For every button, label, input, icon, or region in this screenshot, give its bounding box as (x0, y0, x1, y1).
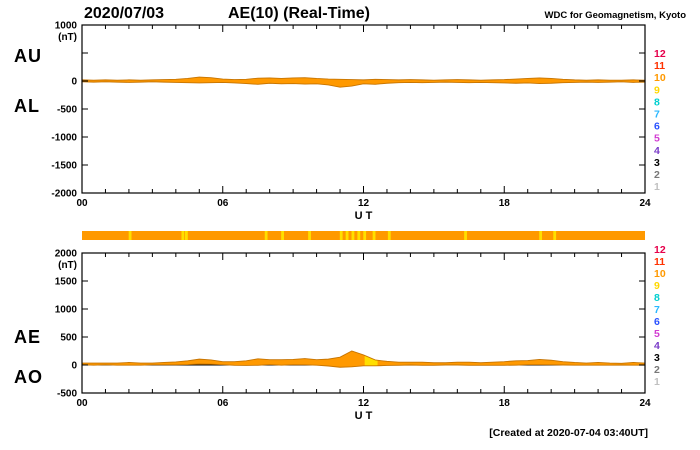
svg-text:-2000: -2000 (51, 189, 77, 200)
svg-text:2: 2 (654, 169, 660, 181)
svg-text:12: 12 (654, 244, 666, 256)
date-label: 2020/07/03 (84, 5, 165, 22)
svg-text:6: 6 (654, 121, 660, 133)
svg-text:06: 06 (217, 198, 229, 209)
svg-text:-500: -500 (57, 389, 77, 400)
plot-title: AE(10) (Real-Time) (228, 5, 370, 22)
svg-text:-1500: -1500 (51, 161, 77, 172)
created-at-label: [Created at 2020-07-04 03:40UT] (489, 427, 648, 439)
svg-text:1000: 1000 (55, 305, 78, 316)
svg-text:12: 12 (358, 398, 370, 409)
svg-text:00: 00 (76, 398, 88, 409)
svg-text:4: 4 (654, 340, 660, 352)
svg-text:24: 24 (639, 198, 651, 209)
svg-text:18: 18 (499, 198, 511, 209)
svg-text:1500: 1500 (55, 277, 78, 288)
svg-text:2: 2 (654, 364, 660, 376)
au-axis-label: AU (14, 46, 42, 66)
svg-text:9: 9 (654, 280, 660, 292)
ae-axis-label: AE (14, 327, 42, 347)
svg-text:11: 11 (654, 60, 665, 72)
ao-axis-label: AO (14, 367, 43, 387)
al-axis-label: AL (14, 96, 40, 116)
svg-text:0: 0 (71, 77, 77, 88)
svg-text:12: 12 (358, 198, 370, 209)
svg-text:06: 06 (217, 398, 229, 409)
svg-text:00: 00 (76, 198, 88, 209)
svg-text:24: 24 (639, 398, 651, 409)
svg-text:U T: U T (355, 410, 373, 422)
svg-text:-1000: -1000 (51, 133, 77, 144)
svg-text:1000: 1000 (55, 21, 78, 32)
svg-text:7: 7 (654, 304, 660, 316)
svg-text:0: 0 (71, 361, 77, 372)
svg-text:6: 6 (654, 316, 660, 328)
svg-text:8: 8 (654, 292, 660, 304)
svg-text:10: 10 (654, 268, 666, 280)
svg-text:U T: U T (355, 210, 373, 222)
svg-text:3: 3 (654, 157, 660, 169)
svg-text:5: 5 (654, 133, 660, 145)
svg-text:4: 4 (654, 145, 660, 157)
svg-text:8: 8 (654, 96, 660, 108)
svg-text:18: 18 (499, 398, 511, 409)
svg-text:12: 12 (654, 48, 666, 60)
svg-text:11: 11 (654, 256, 665, 268)
svg-text:3: 3 (654, 352, 660, 364)
svg-text:7: 7 (654, 109, 660, 121)
svg-text:-500: -500 (57, 105, 77, 116)
svg-text:10: 10 (654, 72, 666, 84)
svg-text:5: 5 (654, 328, 660, 340)
svg-text:2000: 2000 (55, 249, 78, 260)
svg-text:(nT): (nT) (58, 260, 77, 271)
svg-text:(nT): (nT) (58, 32, 77, 43)
credit-label: WDC for Geomagnetism, Kyoto (544, 10, 686, 21)
svg-text:500: 500 (60, 333, 77, 344)
svg-text:1: 1 (654, 181, 660, 193)
svg-text:1: 1 (654, 376, 660, 388)
svg-text:9: 9 (654, 84, 660, 96)
